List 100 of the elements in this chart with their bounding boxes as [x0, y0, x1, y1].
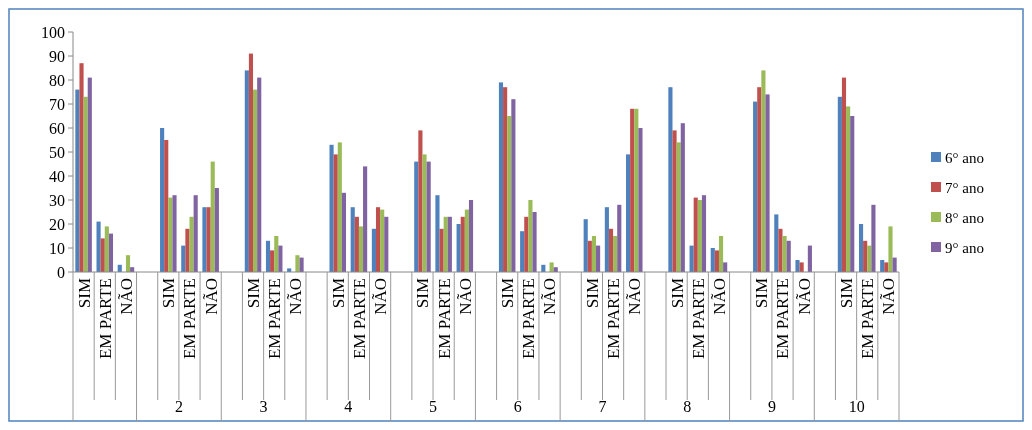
bar	[460, 216, 465, 272]
bar	[503, 87, 508, 272]
y-tick-label: 0	[57, 263, 65, 281]
bar	[160, 128, 165, 272]
bar	[520, 231, 525, 272]
bar	[456, 224, 461, 272]
bar	[214, 188, 219, 272]
bar	[329, 144, 334, 272]
bar	[863, 240, 868, 272]
bar	[418, 130, 423, 272]
bar	[528, 200, 533, 272]
text: 6	[513, 398, 522, 415]
bar	[168, 197, 173, 272]
x-tick-label: SIM	[159, 278, 179, 309]
bar	[723, 262, 728, 272]
legend-label: 8° ano	[945, 210, 984, 227]
bar	[210, 161, 215, 272]
bar	[701, 195, 707, 272]
bar	[753, 101, 758, 272]
bar	[443, 216, 448, 272]
text: 5	[429, 398, 438, 415]
bar	[498, 82, 504, 272]
bar	[439, 228, 444, 272]
x-tick-label: EM PARTE	[434, 278, 454, 360]
x-tick-label: NÃO	[879, 278, 899, 315]
bar	[778, 228, 783, 272]
bar	[87, 77, 92, 272]
bar	[858, 224, 864, 272]
bar	[774, 214, 779, 272]
bar	[608, 228, 614, 272]
bar	[414, 161, 419, 272]
bar	[96, 221, 101, 272]
text: 9	[767, 398, 776, 415]
bar	[464, 209, 469, 272]
bar	[350, 207, 355, 272]
x-tick-label: SIM	[667, 278, 687, 309]
bar	[83, 96, 88, 272]
legend-label: 7° ano	[945, 180, 984, 197]
bar	[189, 216, 194, 272]
text: 8	[683, 398, 692, 415]
bar	[422, 154, 427, 272]
bar	[668, 87, 673, 272]
bar	[587, 240, 592, 272]
y-tick-label: 50	[49, 143, 65, 161]
x-tick-label: EM PARTE	[688, 278, 708, 360]
bar	[638, 128, 643, 272]
y-tick-label: 20	[49, 215, 65, 233]
bar	[807, 245, 812, 272]
x-tick-label: NÃO	[540, 278, 560, 315]
x-tick-label: SIM	[837, 278, 856, 309]
bar	[270, 250, 275, 272]
bar	[202, 207, 207, 272]
bar	[799, 262, 804, 272]
text: 10	[848, 398, 865, 415]
x-tick-label: EM PARTE	[265, 278, 285, 360]
bar	[380, 209, 385, 272]
bar	[384, 216, 389, 272]
bar	[795, 260, 800, 272]
y-tick-label: 90	[49, 47, 65, 65]
bar	[371, 228, 376, 272]
bar	[358, 226, 364, 272]
bar	[265, 240, 271, 272]
bar	[714, 250, 719, 272]
x-tick-label: EM PARTE	[604, 278, 624, 360]
bar	[765, 94, 770, 272]
bar	[524, 216, 529, 272]
bar	[125, 255, 131, 272]
bar	[888, 226, 893, 272]
bar	[634, 108, 639, 272]
x-tick-label: NÃO	[455, 278, 475, 315]
x-tick-label: SIM	[752, 278, 772, 309]
bar	[181, 245, 186, 272]
bar	[782, 236, 787, 272]
y-tick-label: 30	[49, 191, 65, 209]
x-tick-label: NÃO	[286, 278, 306, 315]
bar	[867, 245, 872, 272]
x-tick-label: NÃO	[116, 278, 136, 315]
bar	[193, 195, 198, 272]
bar	[718, 236, 724, 272]
legend-label: 6° ano	[945, 150, 984, 167]
y-tick-label: 40	[49, 167, 65, 185]
bar	[341, 192, 346, 272]
bar	[354, 216, 359, 272]
y-tick-label: 10	[49, 239, 65, 257]
bar	[697, 200, 702, 272]
x-tick-label: SIM	[328, 278, 348, 309]
bar	[447, 216, 452, 272]
bar	[75, 89, 80, 272]
bar	[274, 236, 279, 272]
bar	[604, 207, 609, 272]
bar	[583, 219, 588, 272]
bar	[206, 207, 211, 272]
bar	[630, 108, 635, 272]
x-tick-label: SIM	[582, 278, 602, 309]
bar	[337, 142, 342, 272]
bar	[244, 70, 249, 272]
bar	[104, 226, 109, 272]
bar	[591, 236, 597, 272]
text: 4	[344, 398, 353, 415]
bar	[596, 245, 601, 272]
